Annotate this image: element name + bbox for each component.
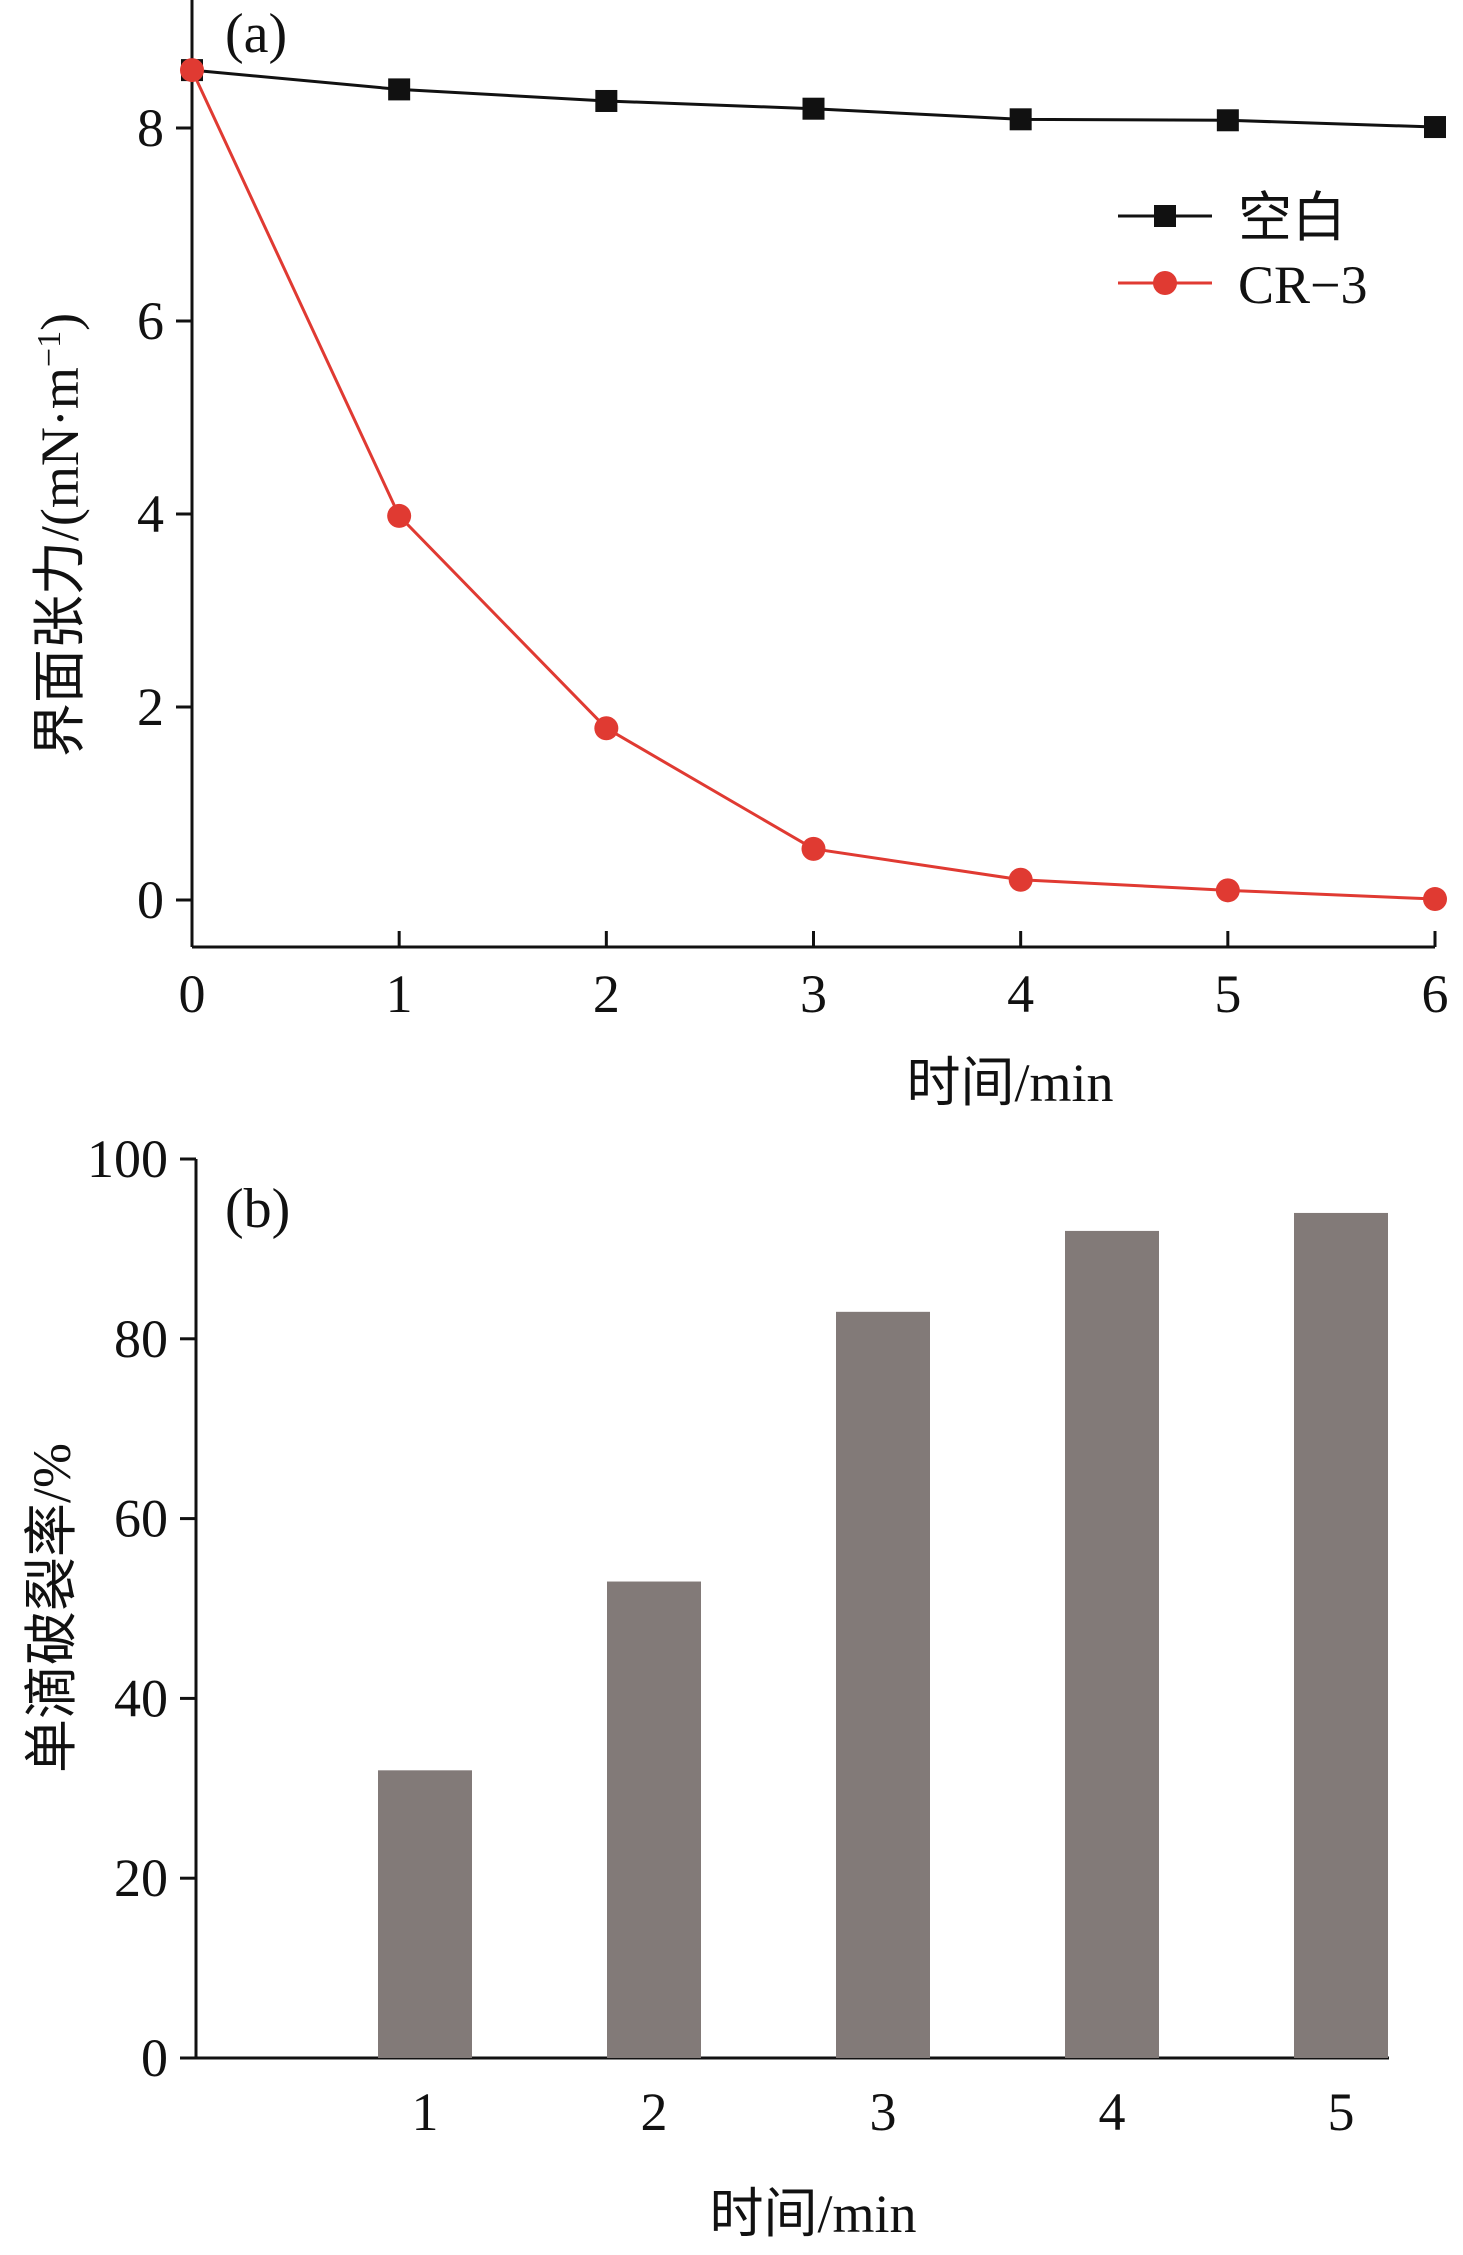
panel-b-y-ticks: 0 20 40 60 80 100: [87, 1129, 196, 2088]
panel-a-x-tick-label: 5: [1214, 964, 1241, 1024]
panel-b-y-tick-label: 0: [141, 2028, 168, 2088]
panel-b-y-tick-label: 60: [114, 1489, 168, 1549]
panel-a-y-tick-label: 8: [137, 98, 164, 158]
series-cr3-point: [1215, 878, 1240, 903]
panel-a-y-axis-title-main: 界面张力/(mN·m: [30, 367, 90, 757]
panel-a-legend: 空白 CR−3: [1118, 188, 1368, 315]
panel-a-x-ticks: 0 1 2 3 4 5 6: [179, 931, 1449, 1024]
panel-a-x-tick-label: 2: [593, 964, 620, 1024]
panel-b-y-tick-label: 20: [114, 1848, 168, 1908]
bar-2: [607, 1581, 701, 2058]
bar-chart-panel: (b) 0 20 40 60 80 100 1 2 3 4 5 时间/min 单滴破裂率/%: [22, 1129, 1389, 2244]
panel-b-x-tick-label: 5: [1328, 2082, 1355, 2142]
panel-b-x-tick-label: 1: [412, 2082, 439, 2142]
series-blank-point: [388, 78, 411, 101]
panel-a-label: (a): [225, 3, 287, 65]
panel-a-x-tick-label: 0: [179, 964, 206, 1024]
bar-1: [378, 1770, 472, 2058]
panel-b-x-tick-label: 4: [1099, 2082, 1126, 2142]
panel-a-y-axis-title-close: ): [30, 313, 90, 331]
panel-a-x-tick-label: 4: [1007, 964, 1034, 1024]
series-blank-point: [595, 89, 618, 112]
series-cr3-point: [387, 503, 412, 528]
panel-b-x-tick-label: 2: [641, 2082, 668, 2142]
panel-a-y-axis-title-superscript: −1: [31, 331, 68, 367]
series-cr3-point: [1008, 867, 1033, 892]
bar-5: [1294, 1212, 1388, 2058]
panel-b-y-tick-label: 100: [87, 1129, 168, 1189]
panel-b-x-tick-label: 3: [870, 2082, 897, 2142]
panel-a-series: [180, 58, 1447, 912]
panel-a-y-tick-label: 2: [137, 677, 164, 737]
panel-a-x-tick-label: 3: [800, 964, 827, 1024]
legend-item-cr3: CR−3: [1118, 255, 1368, 315]
series-cr3-point: [594, 716, 619, 741]
series-cr3-point: [1423, 887, 1447, 912]
panel-b-y-tick-label: 40: [114, 1668, 168, 1728]
panel-b-label: (b): [225, 1178, 290, 1240]
panel-a-y-tick-label: 0: [137, 870, 164, 930]
legend-cr3-marker: [1153, 271, 1177, 295]
panel-a-y-tick-label: 6: [137, 291, 164, 351]
panel-b-bars: [378, 1212, 1388, 2058]
panel-a-y-ticks: 0 2 4 6 8: [137, 98, 192, 930]
panel-b-x-ticks: 1 2 3 4 5: [412, 2082, 1355, 2142]
panel-b-y-axis-title: 单滴破裂率/%: [22, 1443, 82, 1773]
legend-item-blank: 空白: [1118, 188, 1346, 248]
series-cr3-point: [801, 836, 826, 861]
bar-3: [836, 1311, 930, 2058]
panel-a-x-tick-label: 6: [1422, 964, 1449, 1024]
series-blank-point: [1009, 108, 1032, 131]
series-cr3-point: [180, 58, 204, 83]
panel-a-x-axis-title: 时间/min: [906, 1053, 1113, 1113]
bar-4: [1065, 1230, 1159, 2058]
panel-a-x-tick-label: 1: [386, 964, 413, 1024]
legend-blank-label: 空白: [1238, 188, 1346, 248]
panel-a-y-tick-label: 4: [137, 484, 164, 544]
panel-b-x-axis-title: 时间/min: [709, 2184, 916, 2244]
series-blank-point: [1424, 116, 1446, 139]
legend-blank-marker: [1154, 205, 1176, 227]
series-blank-point: [1216, 109, 1239, 132]
line-chart-panel: (a) 0 2 4 6 8 0 1 2 3 4 5 6 时间/min 界面张力/(mN·m−1) 空…: [30, 0, 1449, 1113]
panel-a-y-axis-title: 界面张力/(mN·m−1): [30, 313, 90, 757]
series-blank-point: [802, 97, 825, 120]
panel-b-y-tick-label: 80: [114, 1309, 168, 1369]
legend-cr3-label: CR−3: [1238, 255, 1368, 315]
